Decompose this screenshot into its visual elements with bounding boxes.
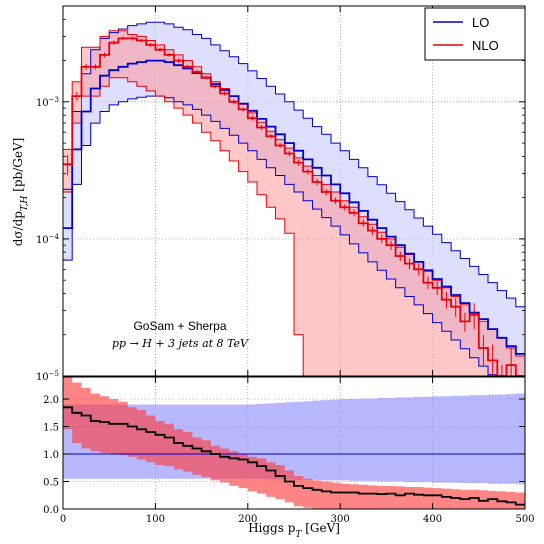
x-axis-label: Higgs pT [GeV]: [248, 521, 340, 540]
ratio-nlo-central-line: [63, 406, 525, 506]
ratio-xtick-label: 0: [60, 514, 66, 525]
ratio-ytick-label: 1.0: [43, 450, 59, 461]
lo-central-line: [63, 59, 525, 355]
nlo-upper-line: [63, 30, 525, 357]
ratio-frame: [62, 376, 526, 510]
lo-upper-line: [63, 21, 525, 308]
legend-lo-label: LO: [472, 15, 489, 30]
ratio-ytick-label: 0.0: [43, 505, 59, 516]
annotation-line2: pp → H + 3 jets at 8 TeV: [112, 337, 249, 350]
nlo-lower-line: [63, 77, 525, 376]
legend: LO NLO: [424, 7, 526, 61]
top-ytick-label: 10−3: [36, 96, 59, 109]
ratio-xtick-label: 400: [423, 514, 442, 525]
top-panel: 10−3 10−4 10−5: [36, 5, 526, 383]
top-frame: [62, 5, 526, 377]
ratio-xtick-label: 100: [146, 514, 165, 525]
lo-lower-line: [63, 95, 525, 376]
ratio-ytick-label: 0.5: [43, 478, 59, 489]
top-ytick-label: 10−5: [36, 370, 59, 383]
ratio-plot-area: [63, 377, 525, 509]
nlo-band: [63, 30, 525, 376]
ratio-ytick-label: 2.0: [43, 395, 59, 406]
ratio-panel: 0.0 0.5 1.0 1.5 2.0 0 100 200 300 400 500: [43, 376, 535, 525]
top-ylabel: dσ/dpT,H [pb/GeV]: [11, 138, 30, 247]
top-ytick-label: 10−4: [36, 233, 60, 246]
ratio-xtick-label: 500: [515, 514, 534, 525]
ratio-xtick-label: 200: [238, 514, 257, 525]
ratio-xtick-label: 300: [331, 514, 350, 525]
annotation-line1: GoSam + Sherpa: [133, 319, 226, 333]
legend-box: [424, 7, 526, 61]
top-plot-area: [63, 6, 525, 376]
ratio-ytick-label: 1.5: [43, 423, 59, 434]
legend-nlo-label: NLO: [472, 38, 499, 53]
